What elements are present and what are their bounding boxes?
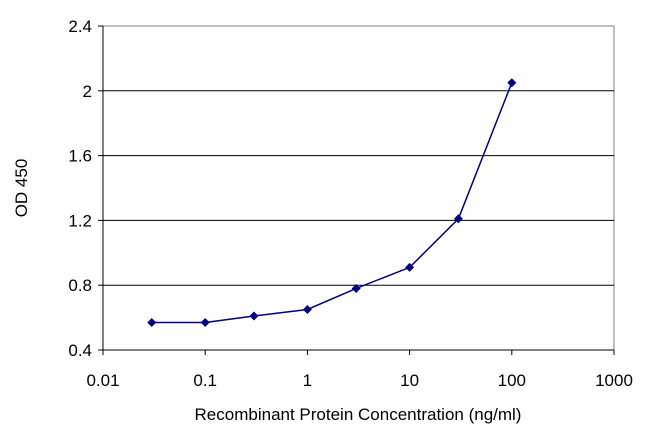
x-tick-label: 10 [400, 371, 419, 390]
data-point-marker [302, 305, 312, 314]
y-tick-label: 2.4 [68, 17, 92, 36]
x-tick-label: 100 [498, 371, 526, 390]
series-layer [147, 78, 517, 327]
x-tick-label: 1 [303, 371, 312, 390]
y-tick-label: 2 [83, 82, 92, 101]
x-axis-title: Recombinant Protein Concentration (ng/ml… [195, 405, 522, 424]
y-tick-label: 1.2 [68, 211, 92, 230]
y-tick-label: 0.8 [68, 276, 92, 295]
axis-ticks: 0.4 0.8 1.2 1.6 2 2.4 0.01 0.1 1 10 100 1000 [68, 17, 633, 390]
x-tick-label: 0.1 [193, 371, 217, 390]
data-point-marker [200, 317, 210, 327]
data-point-marker [351, 283, 361, 293]
plot-area [102, 25, 615, 351]
data-point-marker [453, 214, 463, 224]
x-tick-label: 0.01 [86, 371, 119, 390]
data-point-marker [147, 317, 157, 327]
y-tick-label: 0.4 [68, 341, 92, 360]
grid-lines [103, 90, 614, 286]
data-point-marker [507, 78, 517, 88]
y-tick-label: 1.6 [68, 147, 92, 166]
series-line [151, 82, 513, 324]
x-tick-label: 1000 [595, 371, 633, 390]
data-point-marker [405, 262, 415, 272]
y-axis-title: OD 450 [12, 159, 31, 218]
data-point-marker [249, 311, 259, 321]
